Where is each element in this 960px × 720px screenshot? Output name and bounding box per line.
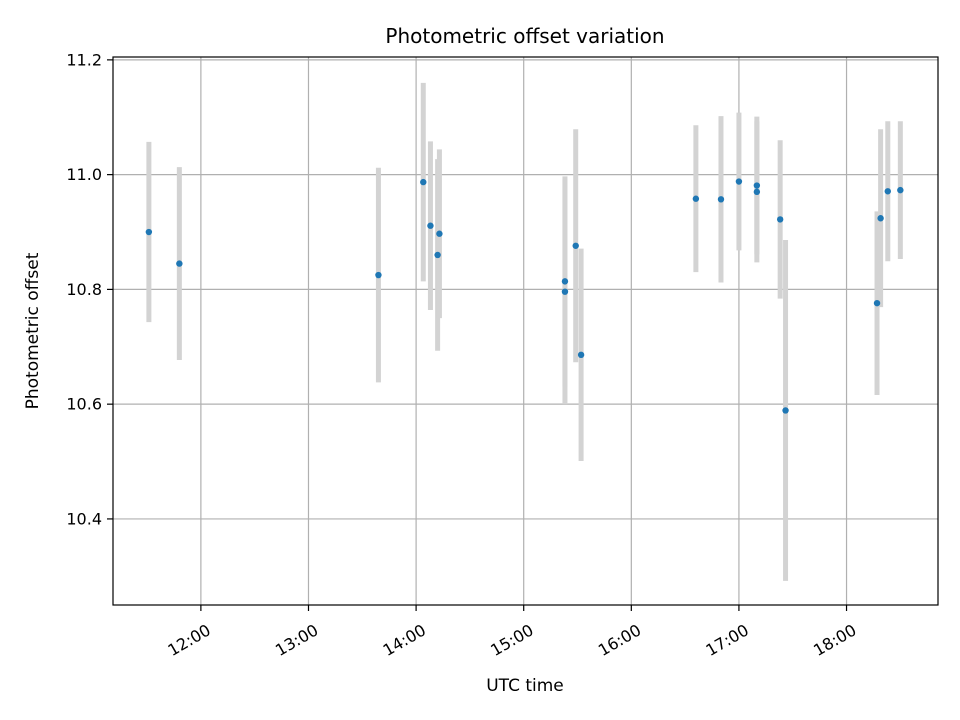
data-point bbox=[145, 228, 153, 236]
chart-title: Photometric offset variation bbox=[385, 24, 664, 48]
y-axis-ticks: 10.4 10.6 10.8 11.0 11.2 bbox=[66, 50, 113, 528]
data-point bbox=[753, 182, 761, 189]
data-point bbox=[427, 222, 434, 229]
y-tick-label: 11.0 bbox=[66, 165, 102, 184]
data-point bbox=[436, 230, 443, 237]
x-axis-title: UTC time bbox=[486, 676, 564, 696]
data-point bbox=[735, 178, 743, 185]
data-point bbox=[753, 188, 761, 196]
data-point bbox=[877, 215, 884, 222]
data-point bbox=[577, 351, 585, 359]
data-point bbox=[375, 271, 382, 279]
data-point bbox=[873, 299, 881, 307]
data-point bbox=[717, 196, 725, 203]
data-point bbox=[561, 278, 569, 285]
y-axis-title: Photometric offset bbox=[23, 252, 43, 409]
data-point bbox=[692, 195, 700, 202]
y-tick-label: 10.4 bbox=[66, 509, 102, 528]
y-tick-label: 10.6 bbox=[66, 395, 102, 414]
data-point bbox=[420, 178, 427, 186]
data-point bbox=[561, 288, 569, 295]
point-layer bbox=[145, 178, 904, 414]
y-tick-label: 11.2 bbox=[66, 50, 102, 69]
data-point bbox=[884, 188, 891, 195]
data-point bbox=[176, 260, 183, 267]
plot-area-frame bbox=[112, 56, 939, 606]
data-point bbox=[897, 186, 904, 194]
data-point bbox=[776, 216, 784, 223]
data-point bbox=[572, 242, 579, 249]
y-tick-label: 10.8 bbox=[66, 280, 102, 299]
data-point bbox=[782, 407, 789, 414]
data-point bbox=[434, 251, 441, 259]
